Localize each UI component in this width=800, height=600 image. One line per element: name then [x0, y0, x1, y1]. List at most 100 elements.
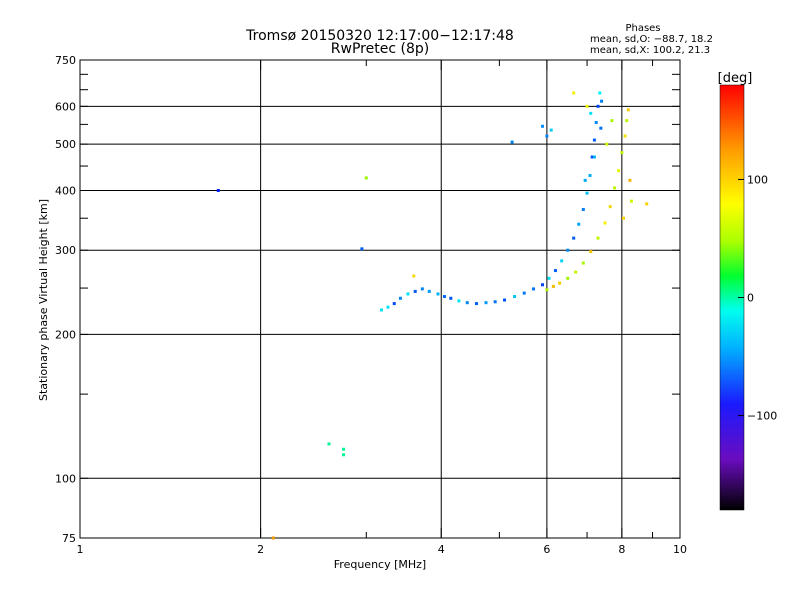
trace-point [413, 289, 417, 293]
trace-point [617, 169, 621, 173]
y-tick-label: 750 [55, 54, 76, 67]
trace-point [629, 199, 633, 203]
chart-subtitle: RwPretec (8p) [331, 41, 429, 57]
trace-point [581, 208, 585, 212]
trace-point [379, 308, 383, 312]
trace-point [364, 176, 368, 180]
isolated-point [327, 442, 331, 446]
x-tick-label: 6 [543, 543, 550, 556]
colorbar-tick-label: −100 [747, 410, 777, 423]
colorbar-label: [deg] [718, 71, 753, 86]
phase-stats-heading: Phases [625, 23, 660, 34]
trace-point [589, 111, 593, 115]
trace-point [406, 292, 410, 296]
trace-point [620, 151, 624, 155]
trace-point [566, 248, 570, 252]
trace-point [541, 124, 545, 128]
trace-point [545, 288, 549, 292]
trace-point [503, 298, 507, 302]
isolated-point [342, 447, 346, 451]
trace-point [484, 301, 488, 305]
phase-stats-x: mean, sd,X: 100.2, 21.3 [590, 45, 710, 56]
trace-point [623, 134, 627, 138]
trace-point [621, 216, 625, 220]
trace-point [547, 276, 551, 280]
trace-point [592, 155, 596, 159]
trace-point [442, 295, 446, 299]
y-axis-tick-labels: 75 100 200 300 400 500 600 750 [55, 54, 76, 545]
y-tick-label: 400 [55, 184, 76, 197]
trace-point [449, 296, 453, 300]
trace-point [596, 236, 600, 240]
x-axis-label: Frequency [MHz] [334, 558, 426, 571]
y-tick-label: 300 [55, 244, 76, 257]
trace-point [566, 276, 570, 280]
trace-point [412, 274, 416, 278]
trace-point [475, 302, 479, 306]
y-tick-label: 600 [55, 100, 76, 113]
trace-point [545, 134, 549, 138]
trace-point [398, 296, 402, 300]
trace-point [594, 121, 598, 125]
phase-stats-o: mean, sd,O: −88.7, 18.2 [590, 34, 713, 45]
trace-point [600, 99, 604, 103]
trace-point [386, 305, 390, 309]
trace-point [613, 186, 617, 190]
y-tick-label: 75 [62, 532, 76, 545]
y-tick-label: 100 [55, 472, 76, 485]
isolated-point [271, 536, 275, 540]
trace-point [590, 155, 594, 159]
y-tick-label: 200 [55, 328, 76, 341]
isolated-point [342, 453, 346, 457]
colorbar-tick-label: 100 [747, 173, 768, 186]
trace-point [427, 289, 431, 293]
trace-point [551, 284, 555, 288]
trace-point [392, 302, 396, 306]
isolated-point [360, 247, 364, 251]
colorbar-ticks: 100 0 −100 [738, 173, 777, 423]
x-tick-label: 10 [673, 543, 687, 556]
trace-point [420, 287, 424, 291]
trace-point [558, 281, 562, 285]
trace-point [532, 287, 536, 291]
chart-title: Tromsø 20150320 12:17:00−12:17:48 [245, 28, 514, 44]
isolated-point [216, 188, 220, 192]
y-tick-label: 500 [55, 138, 76, 151]
data-points [216, 91, 649, 540]
trace-point [522, 291, 526, 295]
trace-point [583, 178, 587, 182]
x-axis-tick-labels: 1 2 4 6 8 10 [77, 543, 688, 556]
trace-point [628, 178, 632, 182]
trace-point [589, 250, 593, 254]
trace-point [574, 270, 578, 274]
trace-point [553, 269, 557, 273]
trace-point [599, 126, 603, 130]
trace-point [610, 119, 614, 123]
trace-point [436, 292, 440, 296]
x-tick-label: 4 [438, 543, 445, 556]
plot-area-frame [79, 59, 681, 539]
trace-point [549, 128, 553, 132]
x-tick-label: 8 [618, 543, 625, 556]
trace-point [585, 104, 589, 108]
x-tick-label: 2 [257, 543, 264, 556]
trace-point [596, 104, 600, 108]
trace-point [592, 138, 596, 142]
trace-point [626, 108, 630, 112]
trace-point [598, 91, 602, 95]
colorbar-tick-label: 0 [747, 292, 754, 305]
grid-lines [80, 60, 680, 538]
trace-point [585, 191, 589, 195]
trace-point [457, 299, 461, 303]
trace-point [513, 295, 517, 299]
trace-point [608, 205, 612, 209]
y-axis-label: Stationary phase Virtual Height [km] [37, 199, 50, 401]
trace-point [625, 119, 629, 123]
trace-point [560, 259, 564, 263]
trace-point [465, 301, 469, 305]
trace-point [572, 236, 576, 240]
trace-point [493, 300, 497, 304]
x-tick-label: 1 [77, 543, 84, 556]
trace-point [541, 283, 545, 287]
